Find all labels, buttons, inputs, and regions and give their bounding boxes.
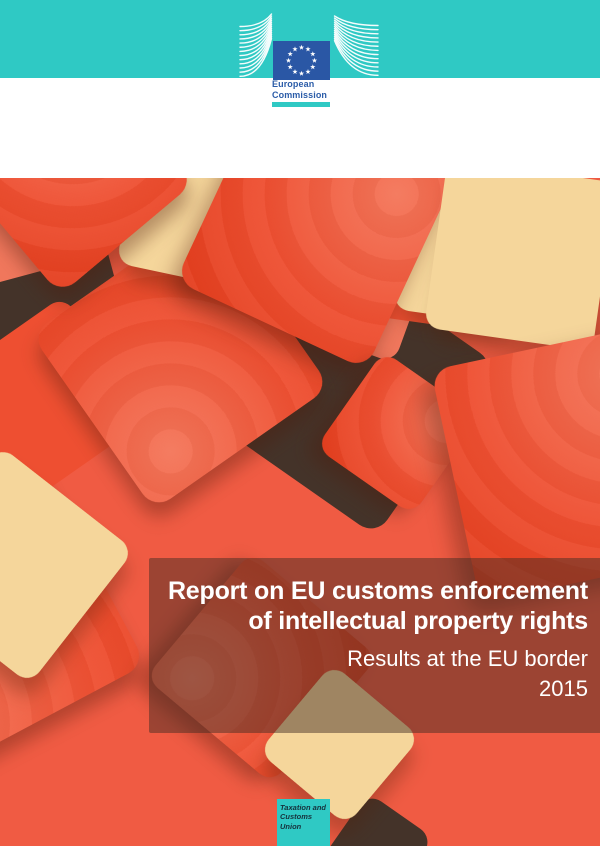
eu-flag-stars bbox=[285, 44, 318, 76]
cover-artwork: Report on EU customs enforcement of inte… bbox=[0, 178, 600, 846]
dg-label-line2: Customs Union bbox=[280, 812, 313, 831]
org-caption-underline bbox=[272, 102, 330, 107]
cover-title-line1: Report on EU customs enforcement bbox=[167, 577, 588, 605]
dg-label-line1: Taxation and bbox=[280, 803, 326, 812]
art-square bbox=[423, 178, 600, 352]
cover-year: 2015 bbox=[539, 676, 588, 701]
european-commission-logo bbox=[239, 13, 379, 80]
org-caption-line1: European bbox=[272, 79, 315, 89]
org-caption-line2: Commission bbox=[272, 89, 328, 100]
title-band: Report on EU customs enforcement of inte… bbox=[149, 558, 600, 733]
dg-label-box: Taxation and Customs Union bbox=[277, 799, 330, 846]
logo-flag-lines-right bbox=[333, 15, 379, 76]
cover-subtitle: Results at the EU border bbox=[347, 646, 588, 671]
org-caption: European Commission bbox=[272, 79, 392, 100]
logo-flag-lines-left bbox=[239, 13, 273, 77]
cover-title-line2: of intellectual property rights bbox=[248, 607, 588, 635]
